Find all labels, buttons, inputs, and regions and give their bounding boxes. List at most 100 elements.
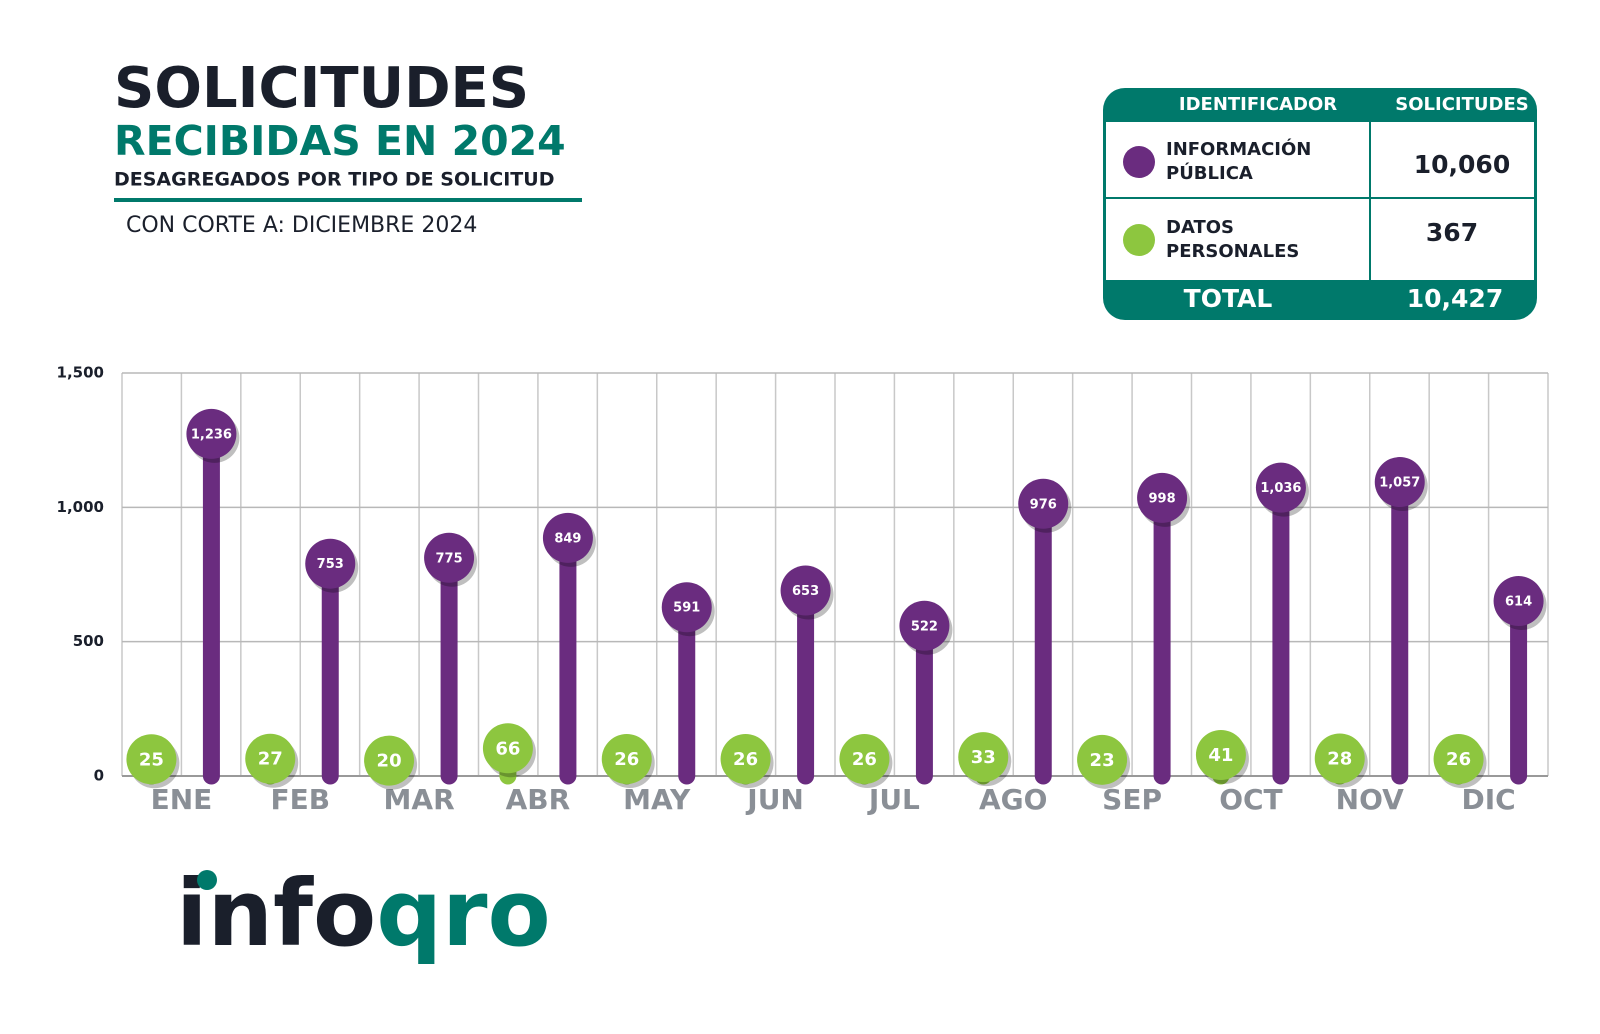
value-label: 26	[852, 749, 877, 770]
x-tick-label: JUN	[745, 783, 804, 816]
lollipop: 976	[1018, 478, 1072, 785]
lollipop: 775	[424, 532, 478, 785]
lollipop: 1,036	[1255, 462, 1309, 785]
title: SOLICITUDES	[114, 56, 529, 121]
head	[899, 600, 950, 651]
head	[1493, 576, 1544, 627]
legend-label-line: DATOS	[1166, 217, 1234, 238]
value-label: 26	[614, 749, 639, 770]
description: DESAGREGADOS POR TIPO DE SOLICITUD	[114, 169, 554, 191]
head	[305, 538, 356, 589]
cutoff: CON CORTE A: DICIEMBRE 2024	[126, 213, 477, 238]
lollipop: 653	[780, 565, 834, 785]
lollipop: 26	[720, 734, 774, 789]
x-tick-label: DIC	[1461, 783, 1515, 816]
lollipop: 522	[899, 600, 953, 785]
legend-label: INFORMACIÓN PÚBLICA	[1166, 138, 1311, 184]
value-label: 66	[495, 738, 520, 759]
legend-label: DATOS PERSONALES	[1166, 217, 1299, 262]
table-value: 10,060	[1414, 150, 1510, 179]
head	[839, 734, 890, 785]
subtitle: RECIBIDAS EN 2024	[114, 117, 566, 165]
value-label: 23	[1090, 750, 1115, 771]
head	[780, 565, 831, 616]
value-label: 27	[258, 749, 283, 770]
legend-label-line: PÚBLICA	[1166, 162, 1253, 184]
value-label: 1,236	[191, 427, 232, 442]
x-tick-label: MAY	[623, 783, 691, 816]
head	[601, 734, 652, 785]
x-tick-label: JUL	[867, 783, 920, 816]
lollipop: 26	[1433, 734, 1487, 789]
head	[958, 732, 1009, 783]
value-label: 653	[792, 584, 819, 599]
head	[1077, 734, 1128, 785]
x-tick-label: SEP	[1102, 783, 1162, 816]
head	[1374, 457, 1425, 508]
value-label: 26	[733, 749, 758, 770]
title-rule	[114, 198, 582, 202]
y-tick-label: 500	[73, 632, 104, 650]
value-label: 849	[554, 531, 581, 546]
value-label: 998	[1149, 491, 1176, 506]
logo-right: qro	[376, 860, 550, 967]
table-total: 10,427	[1407, 284, 1503, 313]
lollipop: 1,236	[186, 408, 240, 785]
legend-swatch	[1123, 146, 1155, 178]
head	[661, 582, 712, 633]
head	[1314, 733, 1365, 784]
legend-label-line: PERSONALES	[1166, 241, 1299, 262]
table-header: IDENTIFICADOR	[1179, 94, 1337, 115]
x-tick-label: OCT	[1219, 783, 1282, 816]
head	[1433, 734, 1484, 785]
y-tick-label: 0	[94, 767, 104, 785]
head	[424, 532, 475, 583]
head	[1255, 462, 1306, 513]
value-label: 25	[139, 749, 164, 770]
logo-dot	[197, 870, 217, 890]
head	[1137, 472, 1188, 523]
lollipop: 41	[1195, 729, 1249, 785]
value-label: 614	[1505, 595, 1532, 610]
head	[186, 408, 237, 459]
x-tick-label: ENE	[151, 783, 213, 816]
head	[482, 723, 533, 774]
y-tick-label: 1,500	[57, 364, 104, 382]
summary-table: IDENTIFICADOR SOLICITUDES 10,060 367 TOT…	[1103, 88, 1537, 320]
x-tick-label: AGO	[979, 783, 1047, 816]
head	[364, 735, 415, 786]
value-label: 976	[1030, 497, 1057, 512]
x-tick-label: MAR	[384, 783, 455, 816]
value-label: 26	[1446, 749, 1471, 770]
value-label: 522	[911, 619, 938, 634]
lollipop: 26	[839, 734, 893, 789]
lollipop: 25	[126, 734, 180, 789]
head	[126, 734, 177, 785]
table-header: SOLICITUDES	[1395, 94, 1528, 115]
value-label: 775	[436, 551, 463, 566]
head	[245, 733, 296, 784]
value-label: 20	[377, 751, 402, 772]
value-label: 1,057	[1379, 476, 1420, 491]
x-tick-label: FEB	[270, 783, 330, 816]
lollipop: 591	[661, 582, 715, 785]
y-tick-label: 1,000	[57, 498, 104, 516]
table-body	[1106, 122, 1534, 280]
head	[1195, 729, 1246, 780]
table-value: 367	[1426, 218, 1478, 247]
lollipop: 998	[1137, 472, 1191, 785]
value-label: 1,036	[1260, 481, 1301, 496]
logo: infoqro	[176, 860, 551, 967]
value-label: 753	[317, 557, 344, 572]
value-label: 591	[673, 601, 700, 616]
lollipop: 753	[305, 538, 359, 785]
lollipop: 66	[482, 723, 536, 785]
legend-label-line: INFORMACIÓN	[1166, 138, 1311, 160]
lollipop: 27	[245, 733, 299, 788]
lollipop: 23	[1077, 734, 1131, 789]
value-label: 28	[1327, 748, 1352, 769]
x-tick-label: NOV	[1336, 783, 1404, 816]
head	[1018, 478, 1069, 529]
head	[720, 734, 771, 785]
legend-swatch	[1123, 224, 1155, 256]
